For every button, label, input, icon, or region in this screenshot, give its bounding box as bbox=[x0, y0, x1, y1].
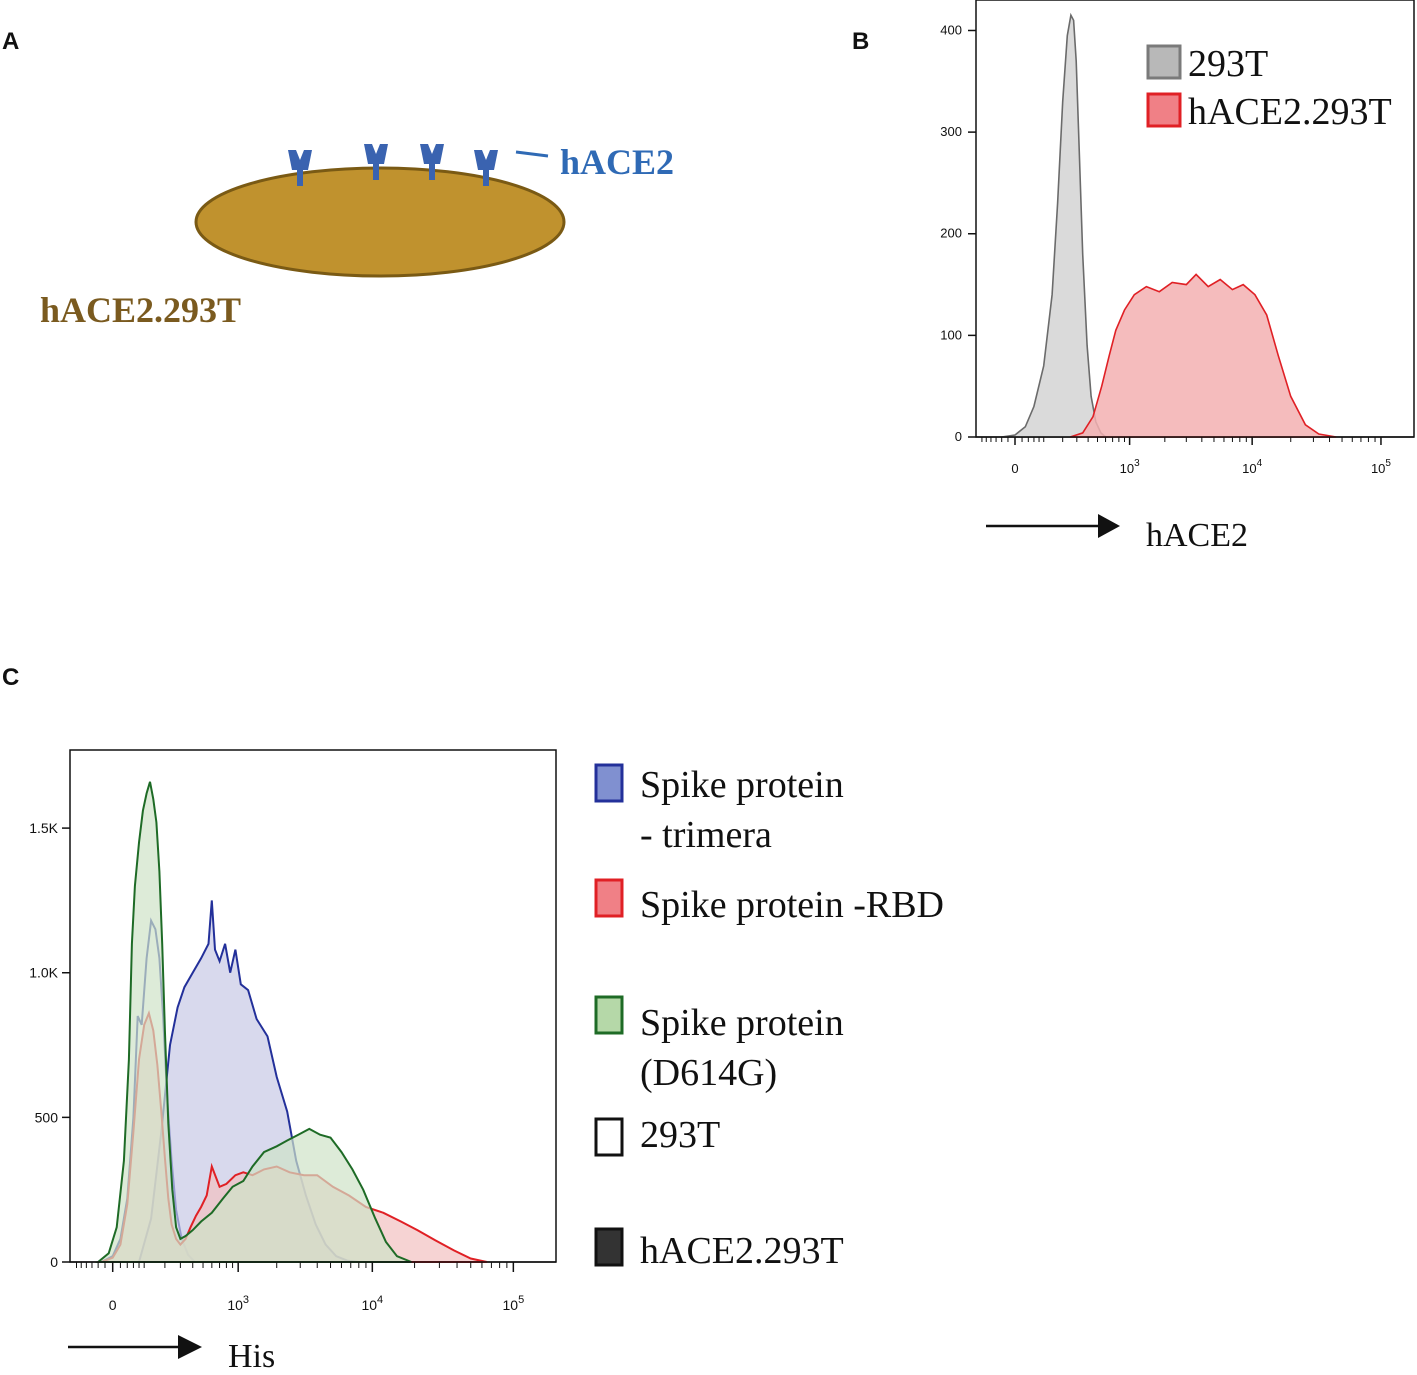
series-layer bbox=[1001, 12, 1337, 438]
legend-label-spike-d614g: Spike protein bbox=[640, 1002, 844, 1044]
series-spike-d614g bbox=[95, 781, 412, 1263]
y-tick-label: 1.0K bbox=[29, 965, 58, 981]
receptor-icon bbox=[364, 144, 388, 180]
y-tick-label: 400 bbox=[940, 22, 962, 37]
y-axis: 0 100 200 300 400 bbox=[940, 22, 976, 444]
x-axis-arrow-head bbox=[1098, 514, 1120, 538]
cell-label: hACE2.293T bbox=[40, 290, 241, 330]
legend-label-spike-trimera: Spike protein bbox=[640, 764, 844, 806]
y-tick-label: 0 bbox=[955, 429, 962, 444]
x-tick-label: 0 bbox=[109, 1297, 117, 1313]
receptor-icon bbox=[474, 150, 498, 186]
x-axis-label: hACE2 bbox=[1146, 517, 1248, 554]
legend-label-293t: 293T bbox=[1188, 43, 1268, 85]
x-tick-label: 105 bbox=[502, 1294, 524, 1313]
y-tick-label: 100 bbox=[940, 327, 962, 342]
legend-label-spike-d614g-2: (D614G) bbox=[640, 1052, 777, 1094]
receptor-icon bbox=[420, 144, 444, 180]
y-tick-label: 0 bbox=[50, 1254, 58, 1270]
legend-label-293t: 293T bbox=[640, 1114, 720, 1156]
series-layer bbox=[95, 781, 488, 1263]
cell-body bbox=[194, 166, 566, 278]
x-tick-label: 105 bbox=[1371, 458, 1391, 476]
y-tick-label: 500 bbox=[35, 1109, 59, 1125]
legend-swatch-spike-d614g bbox=[594, 995, 624, 1035]
x-axis: 0 103 104 105 bbox=[1011, 437, 1391, 476]
panel-label-a: A bbox=[2, 28, 20, 55]
receptor-icon bbox=[288, 150, 312, 186]
receptor-group bbox=[288, 144, 498, 186]
panel-label-c: C bbox=[2, 664, 20, 691]
panel-c-chart: 0 500 1.0K 1.5K 0 103 104 105 His bbox=[29, 749, 557, 1375]
legend-swatch-293t bbox=[594, 1117, 624, 1157]
panel-label-b: B bbox=[852, 28, 870, 55]
x-tick-label: 104 bbox=[361, 1294, 383, 1313]
y-tick-label: 200 bbox=[940, 226, 962, 241]
panel-b-chart: 0 100 200 300 400 0 103 104 105 293T hACE2.293T… bbox=[940, 0, 1415, 554]
legend-label-hace2-293t: hACE2.293T bbox=[640, 1230, 844, 1272]
receptor-label: hACE2 bbox=[560, 142, 674, 182]
x-tick-label: 103 bbox=[227, 1294, 249, 1313]
y-tick-label: 300 bbox=[940, 124, 962, 139]
legend-swatch-hace2-293t bbox=[594, 1227, 624, 1267]
legend-swatch-spike-rbd bbox=[594, 878, 624, 918]
x-axis-label: His bbox=[228, 1338, 275, 1375]
legend-label-hace2-293t: hACE2.293T bbox=[1188, 91, 1392, 133]
x-tick-label: 0 bbox=[1011, 461, 1018, 476]
y-axis: 0 500 1.0K 1.5K bbox=[29, 820, 70, 1270]
legend-label-spike-trimera-2: - trimera bbox=[640, 814, 772, 856]
x-minor-ticks bbox=[976, 436, 1414, 442]
x-tick-label: 104 bbox=[1242, 458, 1262, 476]
y-tick-label: 1.5K bbox=[29, 820, 58, 836]
x-tick-label: 103 bbox=[1120, 458, 1140, 476]
x-axis: 0 103 104 105 bbox=[109, 1262, 524, 1313]
legend-swatch-hace2-293t bbox=[1146, 92, 1182, 128]
receptor-pointer-line bbox=[515, 150, 549, 158]
legend-swatch-293t bbox=[1146, 44, 1182, 80]
series-hace2-293t-area bbox=[1069, 273, 1337, 438]
x-axis-arrow-head bbox=[178, 1335, 202, 1359]
x-minor-ticks bbox=[70, 1261, 556, 1268]
panel-c-legend: Spike protein - trimera Spike protein -R… bbox=[594, 763, 944, 1272]
panel-a-diagram: hACE2 hACE2.293T bbox=[40, 142, 674, 330]
legend-label-spike-rbd: Spike protein -RBD bbox=[640, 884, 944, 926]
legend-swatch-spike-trimera bbox=[594, 763, 624, 803]
